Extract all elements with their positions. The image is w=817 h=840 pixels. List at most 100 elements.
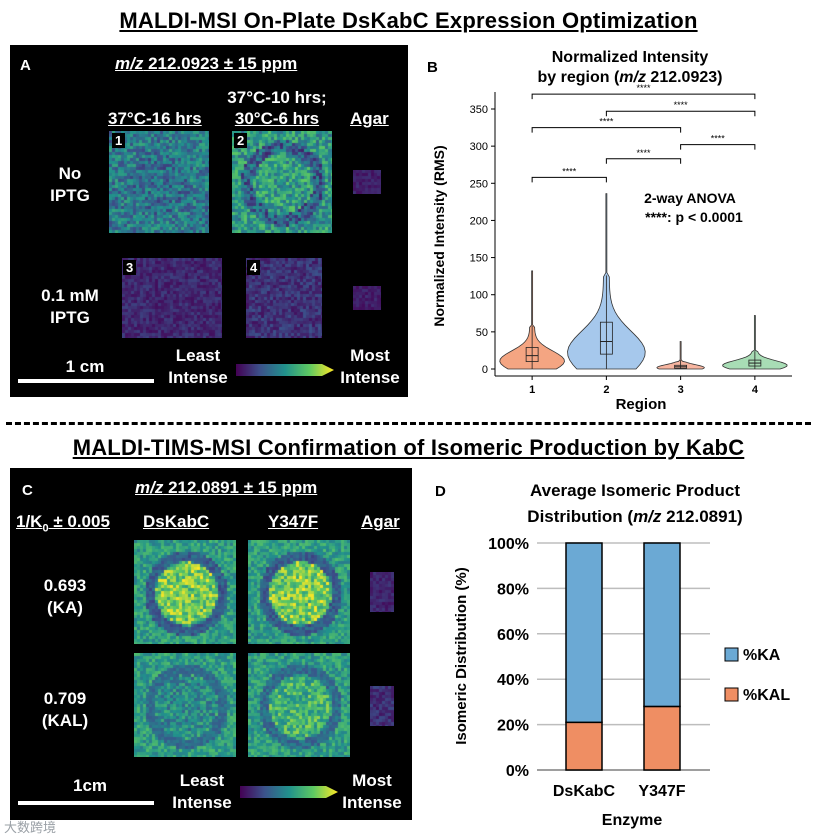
violin-x-tick-label: 3 bbox=[678, 384, 684, 396]
heatmap-a1 bbox=[109, 131, 209, 233]
bar-y-tick-label: 0% bbox=[506, 763, 529, 780]
violin-y-tick-label: 50 bbox=[476, 327, 488, 339]
violin-region-3 bbox=[656, 341, 705, 370]
top-section-title: MALDI-MSI On-Plate DsKabC Expression Opt… bbox=[119, 8, 698, 33]
panel-c-mz-value: 212.0891 ± 15 ppm bbox=[163, 478, 318, 497]
panel-c-row2-label: 0.709 (KAL) bbox=[30, 688, 100, 732]
violin-x-tick-label: 4 bbox=[752, 384, 759, 396]
panel-a-col2: 37°C-10 hrs; 30°C-6 hrs bbox=[222, 87, 332, 129]
violin-box-1 bbox=[525, 347, 539, 362]
panel-c-k0-suffix: ± 0.005 bbox=[48, 512, 110, 531]
significance-bracket bbox=[531, 176, 607, 183]
panel-a-least-l1: Least bbox=[175, 346, 221, 365]
bar-y-tick-label: 20% bbox=[497, 718, 529, 735]
panel-a-least-label: Least Intense bbox=[158, 345, 238, 389]
panel-c-col1: DsKabC bbox=[143, 512, 210, 531]
panel-c-row1-l1: 0.693 bbox=[43, 576, 87, 595]
panel-d-letter: D bbox=[435, 483, 446, 500]
significance-label: **** bbox=[674, 100, 689, 110]
panel-a-row1-l2: IPTG bbox=[50, 186, 90, 205]
heatmap-a3-number: 3 bbox=[123, 260, 137, 275]
panel-a-mz-prefix: m/z bbox=[115, 54, 144, 73]
panel-a-mz: m/z 212.0923 ± 15 ppm bbox=[115, 54, 297, 74]
significance-bracket bbox=[531, 93, 756, 100]
panel-c-col2: Y347F bbox=[268, 512, 319, 531]
bar-ka-Y347F bbox=[643, 542, 681, 708]
heatmap-a2 bbox=[232, 131, 332, 233]
violin-chart-title: Normalized Intensity bbox=[552, 49, 709, 66]
violin-region-4 bbox=[722, 315, 788, 370]
legend-label: %KA bbox=[743, 647, 781, 664]
bar-ka-DsKabC bbox=[565, 542, 603, 724]
violin-ylabel: Normalized Intensity (RMS) bbox=[431, 145, 447, 326]
anova-line2: ****: p < 0.0001 bbox=[645, 209, 743, 225]
panel-c-least-l2: Intense bbox=[172, 793, 232, 812]
panel-a-letter: A bbox=[20, 57, 31, 74]
legend-swatch-kal bbox=[724, 687, 739, 702]
violin-y-tick-label: 150 bbox=[470, 253, 488, 265]
violin-marks: 0 50 100 150 200 250 300 350 1 2 3 4 **** **** **** ***… bbox=[470, 83, 788, 396]
violin-chart: Normalized Intensity by region (m/z 212.… bbox=[431, 49, 792, 413]
panel-c-mz-prefix: m/z bbox=[135, 478, 164, 497]
panel-a-col3: Agar bbox=[350, 109, 389, 128]
violin-subtitle-suffix: 212.0923) bbox=[646, 69, 723, 86]
panel-c-row1-l2: (KA) bbox=[47, 598, 83, 617]
stacked-bar-chart: Average Isomeric Product Distribution (m… bbox=[453, 481, 790, 829]
bar-y-tick-label: 40% bbox=[497, 672, 529, 689]
significance-bracket bbox=[680, 144, 756, 150]
bar-y-tick-label: 100% bbox=[488, 536, 529, 553]
bar-y-tick-label: 60% bbox=[497, 627, 529, 644]
panel-c-most-l1: Most bbox=[352, 771, 392, 790]
panel-c-row1-label: 0.693 (KA) bbox=[30, 575, 100, 619]
panel-c-least-label: Least Intense bbox=[162, 770, 242, 814]
panel-b-letter: B bbox=[427, 59, 438, 76]
heatmap-c-agar-kal bbox=[370, 686, 394, 726]
panel-a-least-l2: Intense bbox=[168, 368, 228, 387]
panel-a-most-label: Most Intense bbox=[330, 345, 410, 389]
bar-subtitle-mz: m/z bbox=[633, 507, 662, 526]
panel-c-most-l2: Intense bbox=[342, 793, 402, 812]
panel-c-scale-label: 1cm bbox=[72, 776, 108, 795]
panel-c-most-label: Most Intense bbox=[332, 770, 412, 814]
bar-ylabel: Isomeric Distribution (%) bbox=[453, 567, 470, 745]
heatmap-c-agar-ka bbox=[370, 572, 394, 612]
panel-a-most-l1: Most bbox=[350, 346, 390, 365]
panel-a-mz-value: 212.0923 ± 15 ppm bbox=[143, 54, 298, 73]
bar-x-tick-label: DsKabC bbox=[553, 783, 616, 800]
bar-xlabel: Enzyme bbox=[602, 812, 663, 829]
panel-a-col2-l2: 30°C-6 hrs bbox=[234, 109, 320, 128]
panel-c-scale-bar bbox=[18, 801, 154, 805]
panel-c-k0-prefix: 1/K bbox=[16, 512, 43, 531]
violin-y-tick-label: 200 bbox=[470, 215, 488, 227]
legend-swatch-ka bbox=[724, 647, 739, 662]
panel-a-col1: 37°C-16 hrs bbox=[108, 109, 202, 128]
heatmap-a-agar2 bbox=[353, 286, 381, 310]
panel-c-k0-sub: 0 bbox=[42, 522, 49, 535]
watermark: 大数跨境 bbox=[4, 820, 57, 835]
panel-c-least-l1: Least bbox=[179, 771, 225, 790]
violin-x-tick-label: 2 bbox=[603, 384, 609, 396]
legend-label: %KAL bbox=[743, 687, 790, 704]
violin-xlabel: Region bbox=[616, 396, 667, 413]
heatmap-c-y347f-ka bbox=[248, 540, 350, 644]
bottom-section-title: MALDI-TIMS-MSI Confirmation of Isomeric … bbox=[72, 435, 745, 460]
panel-c-color-scale bbox=[240, 786, 338, 798]
panel-c-mz: m/z 212.0891 ± 15 ppm bbox=[135, 478, 317, 498]
panel-c: C m/z 212.0891 ± 15 ppm 1/K0 ± 0.005 DsK… bbox=[10, 468, 412, 820]
bar-chart-title: Average Isomeric Product bbox=[530, 481, 740, 500]
violin-y-tick-label: 300 bbox=[470, 141, 488, 153]
bar-kal-Y347F bbox=[643, 705, 681, 771]
panel-c-k0: 1/K0 ± 0.005 bbox=[16, 512, 110, 534]
panel-c-row2-l1: 0.709 bbox=[43, 689, 87, 708]
bar-marks: 0% 20% 40% 60% 80% 100% DsKabC Y347F %KA %KAL bbox=[488, 536, 790, 800]
bar-chart-subtitle: Distribution (m/z 212.0891) bbox=[527, 507, 742, 526]
bar-kal-DsKabC bbox=[565, 721, 603, 771]
panel-a-row2-l2: IPTG bbox=[50, 308, 90, 327]
significance-label: **** bbox=[636, 148, 651, 158]
violin-y-tick-label: 250 bbox=[470, 178, 488, 190]
panel-a-scale-bar bbox=[18, 379, 154, 383]
bar-subtitle-prefix: Distribution ( bbox=[527, 507, 633, 526]
heatmap-a1-number: 1 bbox=[112, 133, 126, 148]
panel-a-row2-l1: 0.1 mM bbox=[41, 286, 99, 305]
panel-a-col2-l1: 37°C-10 hrs; bbox=[227, 88, 327, 107]
